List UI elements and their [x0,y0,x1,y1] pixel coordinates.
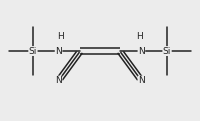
Text: N: N [138,76,145,85]
Text: N: N [138,47,145,56]
Text: N: N [55,76,62,85]
Text: Si: Si [29,47,37,56]
Text: H: H [136,32,143,41]
Text: Si: Si [163,47,171,56]
Text: H: H [57,32,64,41]
Text: N: N [55,47,62,56]
